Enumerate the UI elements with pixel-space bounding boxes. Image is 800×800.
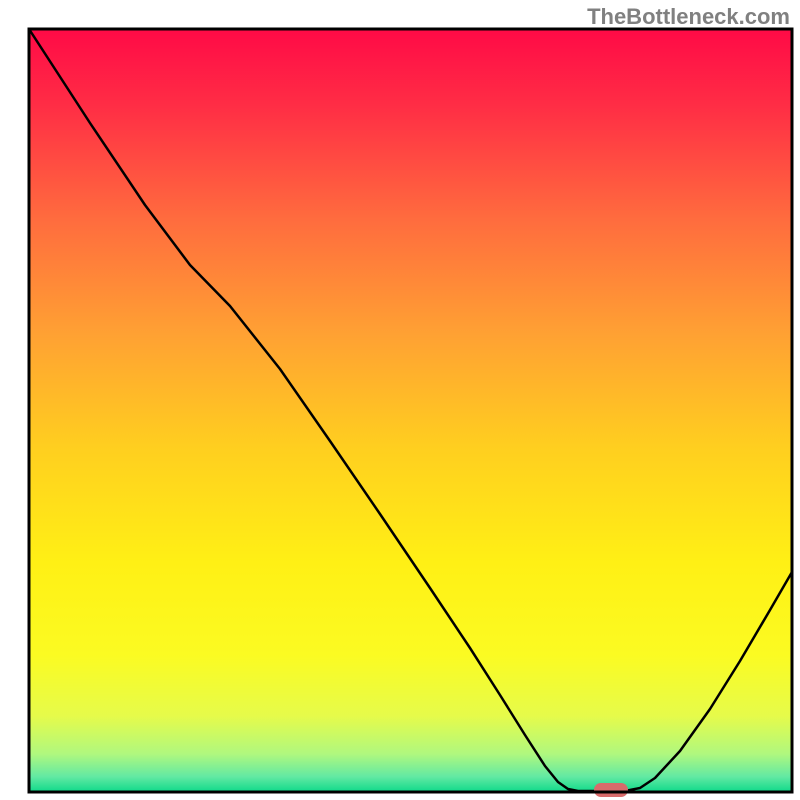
bottleneck-chart: TheBottleneck.com xyxy=(0,0,800,800)
plot-background xyxy=(29,29,792,792)
chart-container: TheBottleneck.com xyxy=(0,0,800,800)
optimal-marker xyxy=(594,783,628,797)
watermark-text: TheBottleneck.com xyxy=(587,4,790,29)
